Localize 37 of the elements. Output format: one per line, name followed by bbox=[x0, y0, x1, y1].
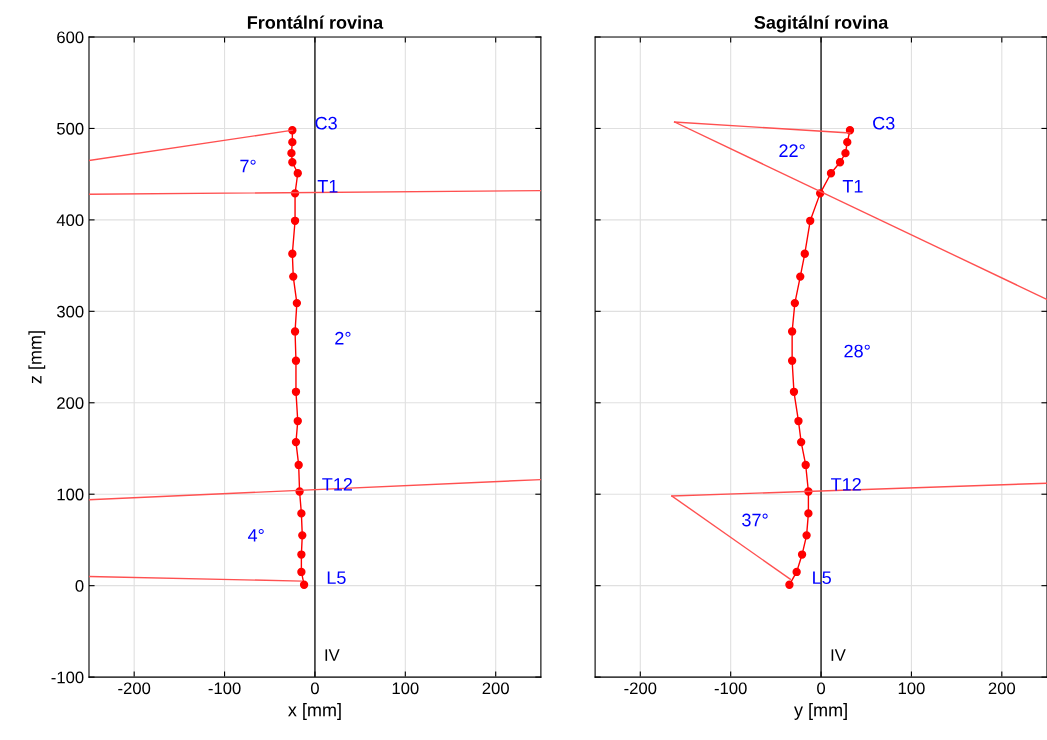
ref-line-label: IV bbox=[831, 649, 846, 661]
annotation: 4° bbox=[247, 528, 264, 542]
y-tick-label: 500 bbox=[57, 122, 84, 135]
y-tick-label: 0 bbox=[75, 580, 84, 592]
x-tick-label: -200 bbox=[118, 682, 151, 695]
y-tick-label: 100 bbox=[57, 488, 84, 501]
chart-title: Sagitální rovina bbox=[754, 15, 889, 33]
chart-title: Frontální rovina bbox=[247, 15, 384, 29]
data-label: T1 bbox=[842, 180, 863, 193]
annotation: 28° bbox=[844, 344, 870, 358]
annotation: 37° bbox=[742, 513, 768, 527]
y-axis-title: z [mm] bbox=[28, 331, 46, 384]
data-label: T12 bbox=[831, 477, 861, 491]
data-label: C3 bbox=[873, 116, 895, 130]
x-tick-label: -100 bbox=[714, 682, 747, 695]
x-tick-label: 200 bbox=[988, 682, 1016, 695]
y-tick-label: 200 bbox=[57, 397, 84, 409]
x-tick-label: 0 bbox=[310, 682, 319, 695]
annotation: 22° bbox=[779, 144, 805, 157]
y-tick-label: 400 bbox=[56, 214, 84, 227]
ref-line-label: IV bbox=[325, 649, 340, 661]
annotation: 7° bbox=[240, 159, 256, 173]
x-axis-title: y [mm] bbox=[794, 703, 847, 720]
x-axis-title: x [mm] bbox=[288, 703, 341, 720]
y-tick-label: 300 bbox=[56, 305, 84, 318]
y-tick-label: -100 bbox=[51, 671, 84, 684]
y-tick-label: 600 bbox=[57, 31, 84, 44]
x-tick-label: -200 bbox=[624, 682, 657, 695]
data-label: T12 bbox=[322, 477, 352, 491]
x-tick-label: -100 bbox=[208, 682, 241, 695]
annotation: 2° bbox=[335, 331, 351, 345]
x-tick-label: 100 bbox=[392, 682, 419, 695]
x-tick-label: 0 bbox=[817, 682, 826, 695]
x-tick-label: 100 bbox=[898, 682, 925, 695]
data-label: L5 bbox=[327, 571, 346, 585]
x-tick-label: 200 bbox=[482, 682, 509, 695]
data-label: T1 bbox=[317, 180, 338, 193]
